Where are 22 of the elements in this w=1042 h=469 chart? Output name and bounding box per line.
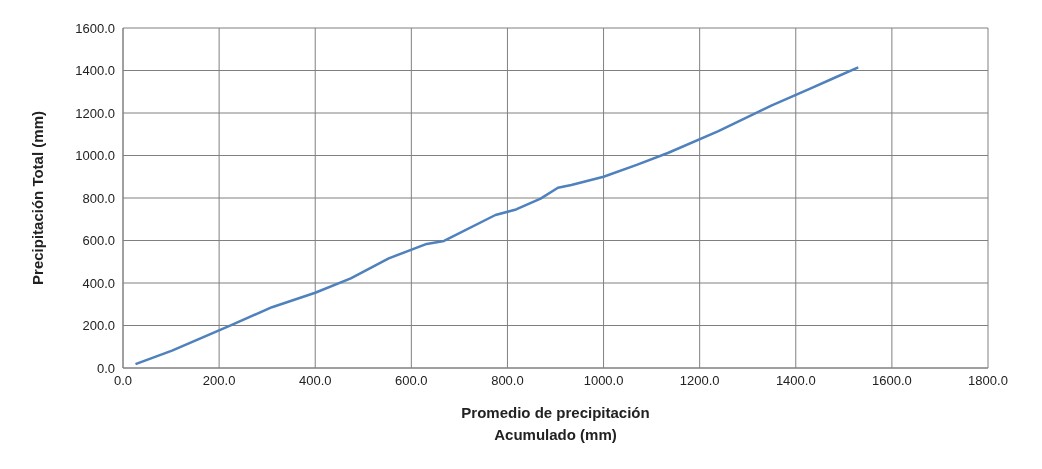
x-tick-label: 800.0 [491, 373, 524, 389]
y-tick-label: 600.0 [82, 233, 115, 249]
y-tick-label: 0.0 [96, 360, 115, 376]
x-tick-label: 0.0 [113, 373, 133, 389]
y-axis-title: Precipitación Total (mm) [29, 111, 47, 285]
y-tick-label: 400.0 [82, 275, 115, 291]
y-tick-label: 800.0 [82, 190, 115, 206]
y-tick-label: 1400.0 [75, 63, 115, 79]
x-tick-label: 1800.0 [968, 373, 1008, 389]
y-tick-label: 1200.0 [75, 105, 115, 121]
x-tick-label: 1000.0 [583, 373, 624, 389]
x-tick-label: 600.0 [395, 373, 428, 389]
y-tick-label: 1600.0 [75, 20, 115, 36]
x-tick-label: 1400.0 [775, 373, 816, 389]
x-tick-label: 400.0 [298, 373, 332, 389]
line-series [134, 66, 860, 366]
y-tick-label: 200.0 [82, 318, 115, 334]
x-tick-label: 200.0 [202, 373, 236, 389]
x-axis-title: Promedio de precipitación Acumulado (mm) [461, 404, 650, 443]
x-tick-label: 1200.0 [679, 373, 720, 389]
x-tick-label: 1600.0 [872, 373, 912, 389]
y-tick-label: 1000.0 [75, 148, 115, 164]
